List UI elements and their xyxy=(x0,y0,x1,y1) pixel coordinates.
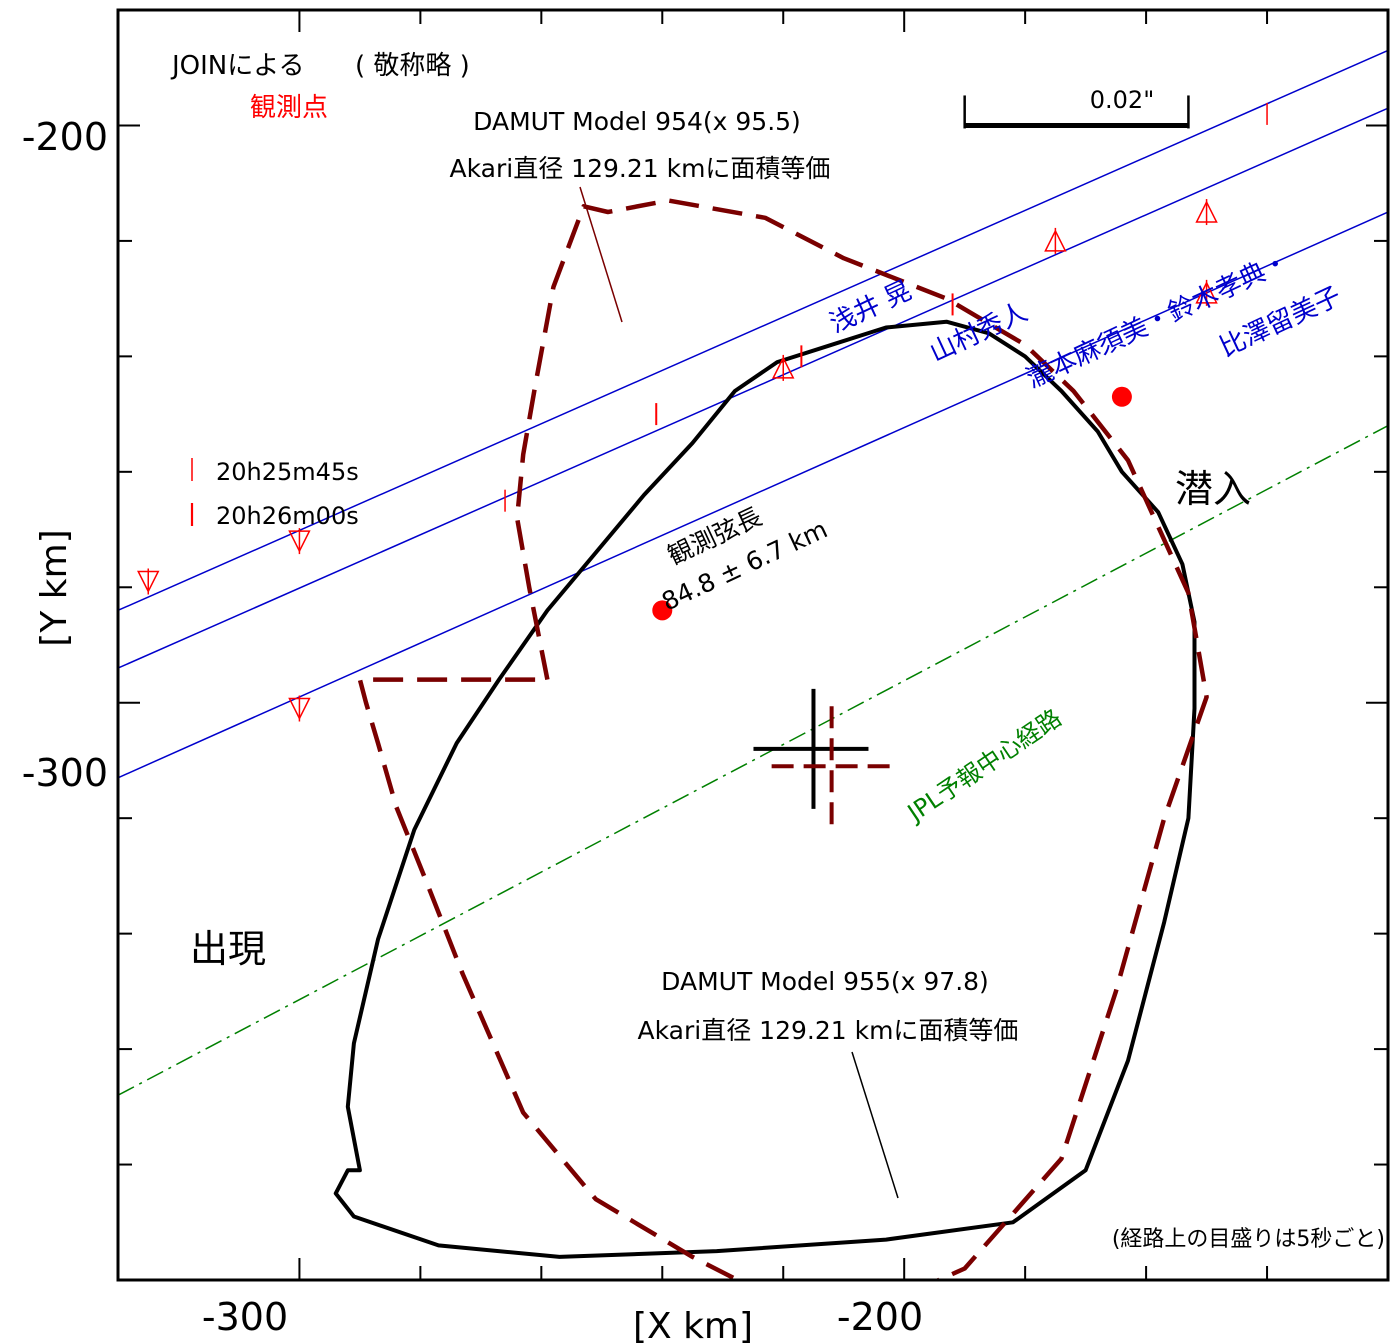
y-tick-label-300: -300 xyxy=(22,751,108,795)
observer-chord-line xyxy=(118,107,1388,669)
observed-contact-point xyxy=(1111,386,1132,407)
scale-bar xyxy=(963,95,1190,129)
observer-label-asai: 浅井 晃 xyxy=(825,276,916,340)
plot-frame xyxy=(116,8,1390,1282)
profile-centers xyxy=(753,688,892,827)
observer-chords xyxy=(118,49,1388,779)
model-954-label-line1: DAMUT Model 954(x 95.5) xyxy=(473,107,801,136)
observed-contact-point xyxy=(652,600,673,621)
egress-label: 出現 xyxy=(190,927,266,971)
y-axis-label: [Y km] xyxy=(34,529,75,646)
footnote: (経路上の目盛りは5秒ごと) xyxy=(1112,1227,1385,1252)
time-legend-label-major: 20h25m45s xyxy=(216,458,359,486)
model-954-leader xyxy=(579,186,623,323)
observed-point-legend: 観測点 xyxy=(250,93,328,123)
model-954-label-line2: Akari直径 129.21 kmに面積等価 xyxy=(450,154,831,183)
model-955-label-line2: Akari直径 129.21 kmに面積等価 xyxy=(638,1016,1019,1045)
asteroid-profiles xyxy=(333,198,1209,1280)
scale-bar-label: 0.02" xyxy=(1090,86,1154,114)
y-tick-label-200: -200 xyxy=(22,115,108,159)
observed-points xyxy=(652,386,1132,621)
observer-chord-line xyxy=(118,211,1388,779)
x-tick-label-300: -300 xyxy=(202,1295,288,1339)
profile-model-955 xyxy=(333,319,1197,1259)
model-955-leader xyxy=(851,1051,899,1199)
ingress-label: 潜入 xyxy=(1175,467,1251,511)
header-courtesy: ( 敬称略 ) xyxy=(355,51,470,81)
x-tick-label-200: -200 xyxy=(837,1295,923,1339)
x-axis-label: [X km] xyxy=(633,1306,753,1344)
profile-model-954 xyxy=(357,198,1209,1280)
observer-chord-line xyxy=(118,49,1388,612)
header-title: JOINによる xyxy=(170,51,304,81)
model-955-label-line1: DAMUT Model 955(x 97.8) xyxy=(661,967,989,996)
label-leaders xyxy=(579,186,899,1199)
observer-label-yamamura: 山村秀人 xyxy=(925,297,1032,368)
jpl-center-path xyxy=(118,424,1388,1096)
jpl-path-group xyxy=(118,424,1388,1096)
jpl-path-label: JPL予報中心経路 xyxy=(901,704,1067,828)
axis-ticks xyxy=(118,10,1389,1280)
time-legend-label-minor: 20h26m00s xyxy=(216,502,359,530)
chord-marks xyxy=(137,102,1268,722)
